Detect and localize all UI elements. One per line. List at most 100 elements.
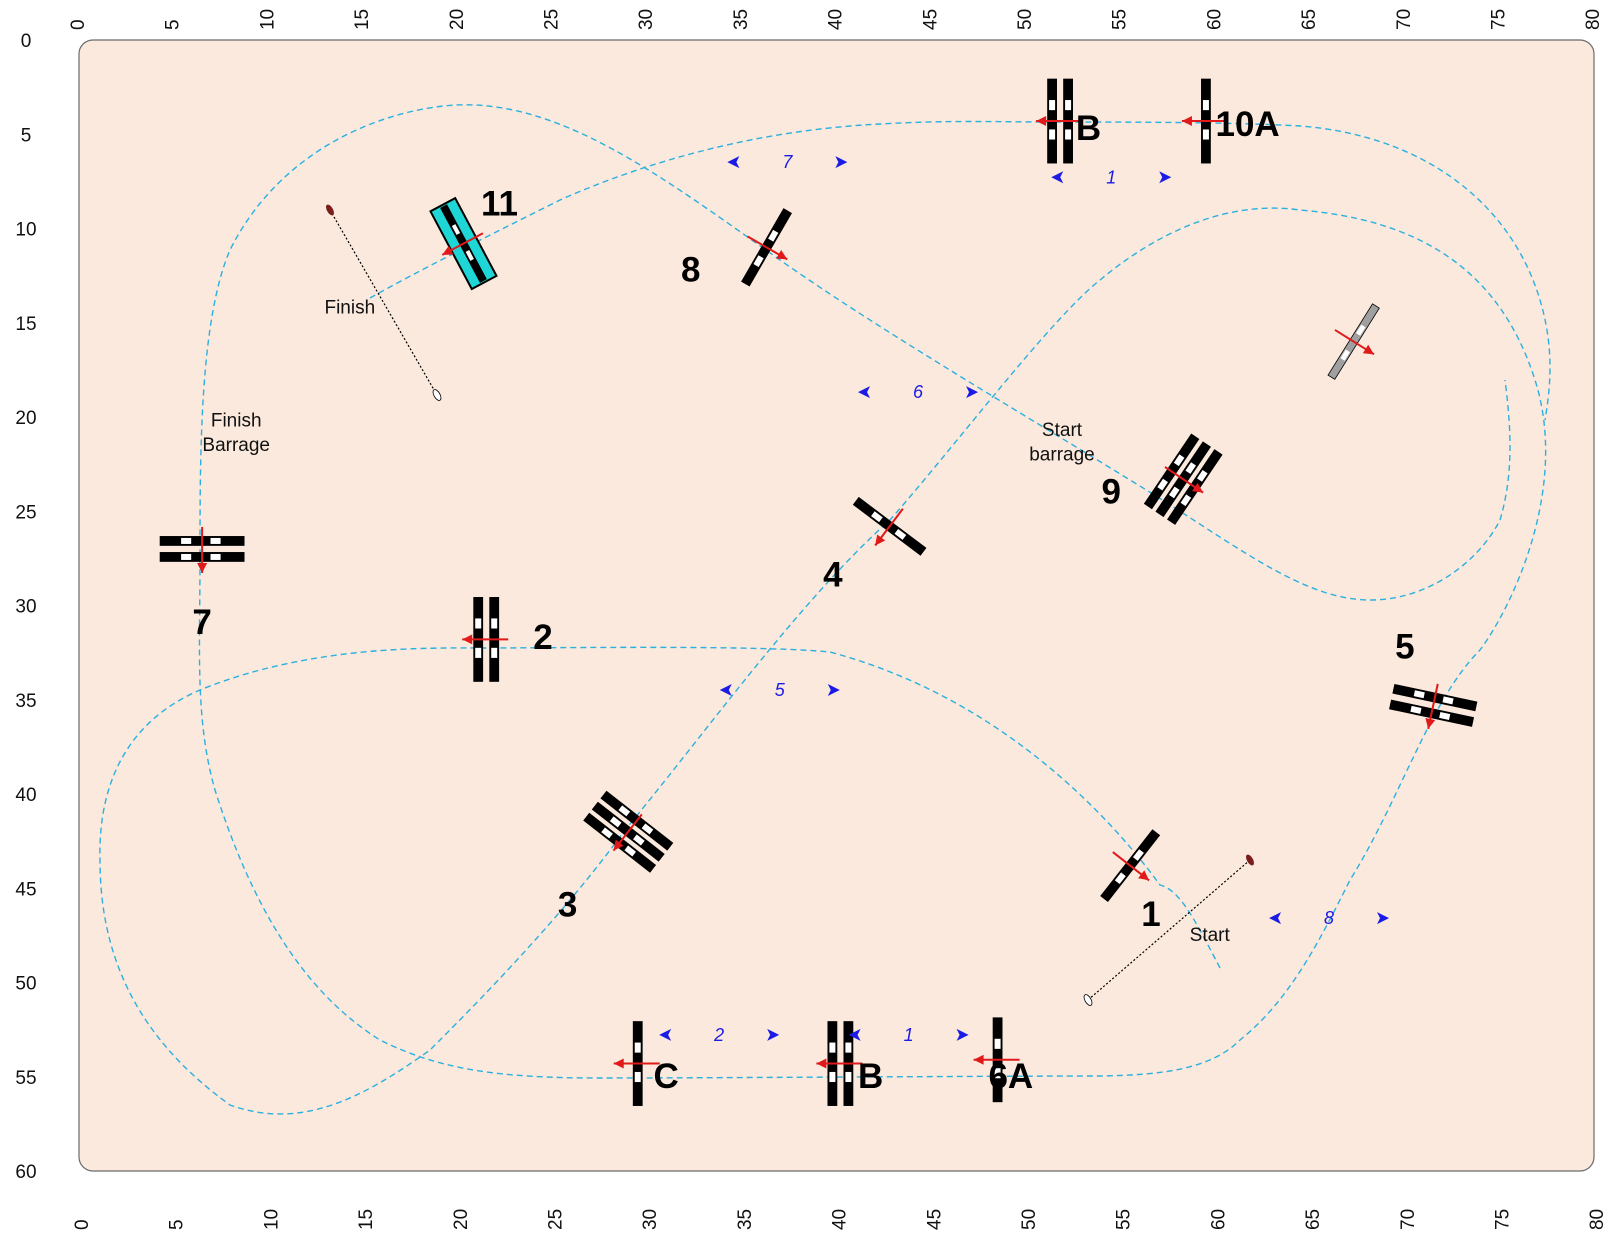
jump-11-13 [429,196,498,291]
course-text-label: Start [1190,925,1231,946]
jump-number-label: 2 [533,618,552,657]
jump-8-9 [741,208,792,287]
axis-tick-top: 40 [826,9,847,30]
axis-tick-bottom: 25 [546,1209,567,1230]
axis-tick-left: 25 [15,502,36,523]
axis-tick-top: 75 [1489,9,1510,30]
bottom-axis: 0 5 10 15 20 25 30 35 40 45 50 55 60 65 70 75 80 [72,1209,1604,1230]
jump-6A-5 [973,1017,1020,1103]
axis-tick-bottom: 20 [451,1209,472,1230]
axis-tick-bottom: 70 [1398,1209,1419,1230]
distance-arrow-left [858,386,871,399]
axis-tick-left: 40 [15,785,36,806]
axis-tick-left: 35 [15,691,36,712]
route-main [99,104,1547,1115]
axis-tick-left: 5 [21,125,32,146]
axis-tick-top: 70 [1394,9,1415,30]
distance-label: 1 [904,1025,914,1045]
jump-B-12 [1036,78,1083,164]
axis-tick-bottom: 10 [261,1209,282,1230]
distance-arrow-right [1377,912,1390,925]
axis-tick-top: 35 [731,9,752,30]
axis-tick-top: 25 [542,9,563,30]
axis-tick-bottom: 45 [924,1209,945,1230]
jump-number-label: 9 [1101,473,1120,512]
jump-unnumbered-14 [1327,303,1380,380]
axis-tick-top: 15 [352,9,373,30]
course-text-label: Finish [324,297,375,318]
axis-tick-bottom: 60 [1208,1209,1229,1230]
axis-tick-top: 80 [1583,9,1604,30]
jump-number-label: 10A [1215,105,1279,144]
axis-tick-top: 10 [257,9,278,30]
axis-tick-left: 45 [15,879,36,900]
course-text-label: Barrage [202,435,270,456]
axis-tick-left: 50 [15,974,36,995]
axis-tick-top: 50 [1015,9,1036,30]
distance-arrow-right [1159,171,1172,184]
jump-number-label: C [653,1057,678,1096]
axis-tick-top: 65 [1299,9,1320,30]
distance-arrow-left [848,1028,861,1041]
distance-label: 6 [913,382,924,402]
jump-3-2 [583,790,674,873]
jump-4-3 [852,496,927,556]
course-text-label: Finish [211,410,262,431]
distance-label: 8 [1324,908,1334,928]
axis-tick-bottom: 55 [1114,1209,1135,1230]
axis-tick-bottom: 0 [72,1219,93,1230]
distance-arrow-right [835,156,848,169]
jump-B-6 [816,1021,863,1106]
axis-tick-left: 30 [15,597,36,618]
axis-tick-bottom: 15 [356,1209,377,1230]
jump-7-8 [159,526,245,573]
jump-number-label: 7 [192,603,211,642]
top-axis: 0 5 10 15 20 25 30 35 40 45 50 55 60 65 70 75 80 [68,9,1604,30]
distance-arrow-left [659,1028,672,1041]
axis-tick-bottom: 5 [167,1219,188,1230]
distance-label: 7 [782,152,793,172]
jump-number-label: 5 [1395,627,1414,666]
jump-number-label: 11 [481,184,518,223]
axis-tick-bottom: 50 [1019,1209,1040,1230]
jump-number-label: 8 [681,250,700,289]
distance-arrow-right [956,1028,969,1041]
distance-arrow-left [719,683,732,696]
jump-number-label: 4 [823,556,843,595]
distance-arrow-left [727,156,740,169]
jump-C-7 [613,1021,660,1106]
axis-tick-bottom: 75 [1493,1209,1514,1230]
arena-area [78,39,1595,1172]
jump-9-10 [1143,433,1223,525]
jump-10A-11 [1181,78,1228,164]
jumps [159,78,1478,1106]
axis-tick-top: 0 [68,19,89,30]
labels: 123456ABC78910AB11FinishFinishBarrageSta… [192,105,1414,1096]
axis-tick-left: 10 [15,220,36,241]
axis-tick-left: 55 [15,1068,36,1089]
jump-5-4 [1389,683,1478,730]
left-axis: 0 5 10 15 20 25 30 35 40 45 50 55 60 [15,31,36,1183]
jump-number-label: 1 [1141,895,1160,934]
axis-tick-left: 20 [15,408,36,429]
axis-tick-top: 55 [1110,9,1131,30]
axis-tick-top: 45 [920,9,941,30]
axis-tick-top: 60 [1204,9,1225,30]
jump-1-0 [1100,829,1161,903]
jump-number-label: 3 [558,886,577,925]
axis-tick-bottom: 80 [1587,1209,1604,1230]
axis-tick-left: 0 [21,31,32,52]
distance-arrow-right [767,1028,780,1041]
jump-number-label: B [1076,109,1101,148]
distance-label: 2 [713,1025,724,1045]
distance-arrow-right [827,683,840,696]
distance-label: 5 [775,680,786,700]
distance-arrow-right [966,386,979,399]
axis-tick-bottom: 40 [830,1209,851,1230]
axis-tick-bottom: 30 [640,1209,661,1230]
axis-tick-top: 30 [636,9,657,30]
course-text-label: Start [1042,420,1083,441]
axis-tick-bottom: 65 [1303,1209,1324,1230]
jump-number-label: B [858,1057,883,1096]
